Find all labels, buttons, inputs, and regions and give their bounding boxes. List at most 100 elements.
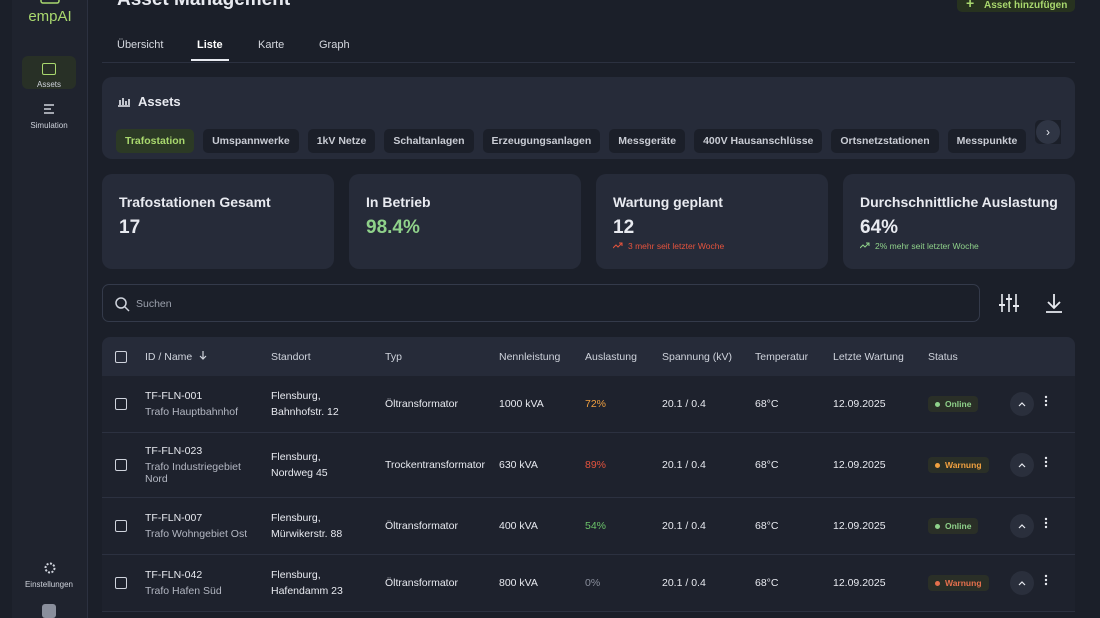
filter-chip[interactable]: Schaltanlagen: [384, 129, 474, 153]
cell-type: Öltransformator: [385, 520, 458, 532]
sort-icon[interactable]: [198, 350, 208, 360]
nav-simulation[interactable]: Simulation: [22, 97, 76, 130]
cell-maintenance: 12.09.2025: [833, 520, 886, 532]
icon: [42, 63, 56, 75]
cell-temperature: 68°C: [755, 459, 779, 471]
nav-label: Einstellungen: [24, 580, 74, 589]
tab[interactable]: Karte: [258, 39, 285, 51]
row-checkbox[interactable]: [115, 459, 127, 471]
row-checkbox[interactable]: [115, 398, 127, 410]
cell-id: TF-FLN-042 Trafo Hafen Süd: [145, 569, 271, 597]
cell-voltage: 20.1 / 0.4: [662, 520, 706, 532]
icon: [44, 562, 56, 574]
column-label: Temperatur: [755, 350, 809, 363]
avatar[interactable]: [42, 604, 56, 618]
table-row: TF-FLN-007 Trafo Wohngebiet Ost Flensburg,…: [102, 498, 1075, 555]
kpi-card: Trafostationen Gesamt 17: [102, 174, 334, 269]
kpi-value: 12: [613, 217, 635, 238]
nav-settings[interactable]: Einstellungen: [22, 556, 76, 589]
row-checkbox[interactable]: [115, 577, 127, 589]
filter-button[interactable]: [998, 293, 1020, 313]
icon: [1018, 401, 1026, 406]
kpi-card: Wartung geplant 12 3 mehr seit letzter Woc…: [596, 174, 828, 269]
more-button[interactable]: [1044, 517, 1048, 529]
status-badge: Online: [928, 518, 979, 534]
tab[interactable]: Liste: [191, 39, 229, 61]
kpi-label: Durchschnittliche Auslastung: [860, 194, 1058, 210]
column-header: Status: [928, 351, 1010, 363]
nav-label: Assets: [36, 80, 61, 89]
filter-chip[interactable]: Erzeugungsanlagen: [482, 129, 601, 153]
cell-location: Flensburg, Bahnhofstr. 12: [271, 390, 339, 418]
filter-chip[interactable]: Messpunkte: [947, 129, 1027, 153]
cell-id: TF-FLN-001 Trafo Hauptbahnhof: [145, 390, 271, 418]
filter-chip[interactable]: Umspannwerke: [203, 129, 299, 153]
cell-type: Öltransformator: [385, 398, 458, 410]
cell-voltage: 20.1 / 0.4: [662, 577, 706, 589]
kpi-label: Wartung geplant: [613, 194, 723, 210]
trend-icon: [859, 242, 870, 249]
status-dot: [935, 402, 940, 408]
select-all[interactable]: [115, 350, 127, 363]
column-header: Standort: [271, 351, 385, 363]
cell-maintenance: 12.09.2025: [833, 398, 886, 410]
cell-id: TF-FLN-023 Trafo Industriegebiet Nord: [145, 445, 271, 485]
filter-chips: Trafostation Umspannwerke 1kV Netze Schalta…: [116, 120, 1061, 153]
column-header: Letzte Wartung: [833, 351, 928, 363]
tab[interactable]: Graph: [319, 39, 350, 51]
more-button[interactable]: [1044, 456, 1048, 468]
collapse-button[interactable]: [1010, 392, 1034, 416]
cell-rating: 800 kVA: [499, 577, 538, 589]
cell-temperature: 68°C: [755, 398, 779, 410]
table-row: TF-FLN-042 Trafo Hafen Süd Flensburg, Hafe…: [102, 555, 1075, 612]
cell-actions: [1010, 453, 1075, 477]
download-button[interactable]: [1045, 293, 1063, 313]
column-header[interactable]: ID / Name: [145, 350, 271, 363]
cell-load: 72%: [585, 398, 607, 410]
row-checkbox[interactable]: [115, 520, 127, 532]
column-label: ID / Name: [145, 351, 193, 363]
tab[interactable]: Übersicht: [117, 39, 164, 51]
icon: [1018, 580, 1026, 585]
nav-assets[interactable]: Assets: [22, 56, 76, 89]
filter-chip[interactable]: Messgeräte: [609, 129, 686, 153]
status-badge: Warnung: [928, 575, 989, 591]
kpi-note: 3 mehr seit letzter Woche: [612, 241, 724, 251]
more-button[interactable]: [1044, 574, 1048, 586]
kpi-card: Durchschnittliche Auslastung 64% 2% mehr s…: [843, 174, 1075, 269]
search-box[interactable]: Suchen: [102, 284, 980, 322]
column-header: Auslastung: [585, 351, 662, 363]
logo-icon: [40, 0, 60, 4]
logo-text: empAI: [28, 8, 72, 25]
kpi-label: In Betrieb: [366, 194, 431, 210]
status-dot: [935, 463, 940, 469]
collapse-button[interactable]: [1010, 571, 1034, 595]
cell-rating: 1000 kVA: [499, 398, 544, 410]
collapse-button[interactable]: [1010, 453, 1034, 477]
cell-actions: [1010, 514, 1075, 538]
cell-temperature: 68°C: [755, 577, 779, 589]
column-label: Standort: [271, 350, 311, 363]
kpi-value: 64%: [860, 217, 899, 238]
column-label: Nennleistung: [499, 350, 561, 363]
filter-chip[interactable]: 1kV Netze: [307, 129, 376, 153]
cell-actions: [1010, 571, 1075, 595]
cell-rating: 400 kVA: [499, 520, 538, 532]
filter-chip[interactable]: Ortsnetzstationen: [831, 129, 939, 153]
sidebar: empAI Assets Simulation Einstellungen: [12, 0, 88, 618]
column-label: Typ: [385, 350, 402, 363]
status-dot: [935, 524, 940, 530]
kpi-note: 2% mehr seit letzter Woche: [859, 241, 979, 251]
column-label: Status: [928, 350, 958, 363]
collapse-button[interactable]: [1010, 514, 1034, 538]
cell-status: Warnung: [928, 575, 1010, 591]
more-button[interactable]: [1044, 395, 1048, 407]
filter-chip[interactable]: Trafostation: [116, 129, 195, 153]
kpi-value: 98.4%: [366, 217, 420, 238]
column-label: Letzte Wartung: [833, 350, 904, 363]
add-asset-button[interactable]: + Asset hinzufügen: [957, 0, 1075, 12]
filter-chip[interactable]: 400V Hausanschlüsse: [694, 129, 823, 153]
scroll-right[interactable]: ›: [1036, 120, 1060, 144]
asset-name: Trafo Wohngebiet Ost: [145, 528, 248, 540]
